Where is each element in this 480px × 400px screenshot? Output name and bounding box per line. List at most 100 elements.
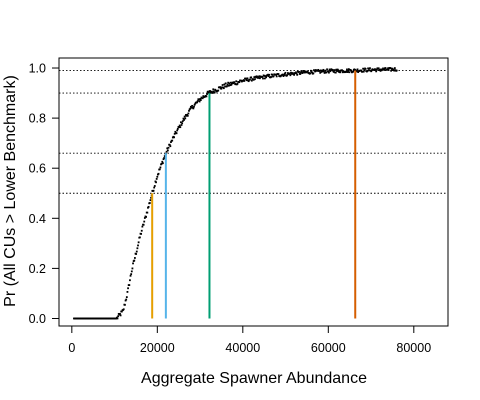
probability-point [309,69,312,72]
probability-point [347,68,350,71]
probability-point [186,113,189,116]
probability-point [270,76,272,78]
x-axis-label: Aggregate Spawner Abundance [141,370,367,387]
x-tick-label: 60000 [311,341,346,355]
probability-point [148,202,151,204]
probability-point [362,67,365,70]
probability-point [268,73,271,76]
probability-point [128,284,131,287]
probability-point [319,71,322,74]
probability-point [163,157,166,159]
probability-point [374,68,377,71]
probability-point [341,69,343,72]
plot-frame [58,57,449,327]
probability-point [283,73,286,75]
probability-point [263,74,266,77]
probability-point [155,178,158,180]
probability-point [212,90,215,93]
probability-point [149,199,152,202]
probability-point [173,136,175,139]
probability-point [196,101,198,104]
probability-point [142,223,145,226]
probability-point [184,117,187,120]
probability-point [188,109,190,112]
probability-point [208,91,210,94]
probability-point [234,83,237,86]
probability-point [170,141,172,143]
probability-point [245,79,248,82]
probability-point [135,250,138,253]
probability-point [328,68,331,71]
probability-point [323,72,326,74]
probability-point [231,82,233,85]
y-tick-label: 1.0 [29,62,46,76]
probability-point [180,124,183,126]
probability-point [324,69,327,72]
y-tick-label: 0.0 [29,312,46,326]
probability-point [289,74,292,77]
probability-point [257,76,260,79]
probability-point [309,72,312,75]
probability-point [143,220,146,223]
probability-point [119,312,121,315]
probability-point [262,77,264,80]
probability-point [290,71,292,74]
probability-point [219,86,221,89]
probability-point [141,225,144,228]
probability-point [369,67,371,70]
probability-point [233,81,236,84]
probability-point [153,185,156,187]
probability-point [256,76,259,78]
probability-point [272,75,275,78]
benchmark-layer [151,70,357,319]
probability-point [183,115,186,118]
probability-point [229,81,232,84]
probability-point [134,257,136,259]
probability-point [298,71,300,73]
probability-point [291,72,294,75]
probability-point [221,84,224,86]
probability-point [259,77,261,80]
probability-point [327,70,330,73]
probability-point [317,68,320,71]
probability-point [253,76,256,78]
probability-point [286,74,289,76]
probability-point [345,70,348,73]
probability-point [117,315,120,318]
probability-point [221,86,223,89]
probability-point [227,81,230,84]
probability-point [212,88,215,91]
probability-point [296,73,299,76]
probability-point [335,68,338,71]
probability-point [354,69,356,71]
probability-point [250,79,253,82]
probability-point [375,68,378,71]
probability-point [229,84,231,87]
probability-point [119,314,122,317]
probability-point [356,70,358,73]
probability-point [370,69,373,72]
probability-point [152,189,155,192]
probability-point [159,166,162,169]
probability-point [191,104,194,107]
probability-point [163,155,166,157]
probability-point [156,175,159,178]
probability-point [125,298,128,301]
x-tick-label: 40000 [225,341,260,355]
probability-point [356,68,359,71]
x-tick-label: 20000 [140,341,175,355]
probability-point [314,70,317,73]
probability-point [140,229,143,232]
probability-point [198,98,200,101]
probability-point [348,71,351,74]
probability-point [179,126,182,129]
probability-point [202,95,205,98]
probability-point [363,69,366,71]
probability-point [381,68,384,71]
probability-point [189,105,192,108]
probability-point [196,100,199,102]
probability-point [318,70,321,72]
probability-point [150,196,152,199]
probability-point [300,71,302,74]
